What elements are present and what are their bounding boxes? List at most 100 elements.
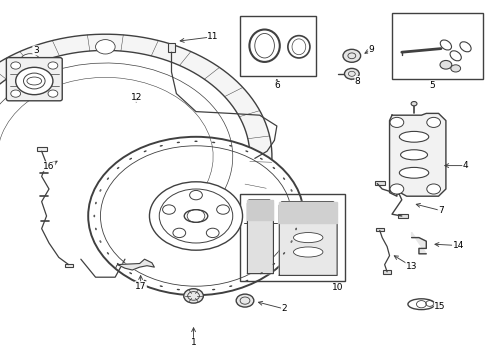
Circle shape [163,205,175,214]
Ellipse shape [130,158,132,159]
Circle shape [411,102,417,106]
Ellipse shape [100,190,101,192]
Ellipse shape [94,215,95,217]
Ellipse shape [273,167,275,169]
Circle shape [427,184,441,194]
Ellipse shape [177,289,180,290]
Ellipse shape [399,167,429,178]
Bar [65,264,73,267]
Text: 4: 4 [463,161,468,170]
Ellipse shape [273,263,275,265]
Ellipse shape [117,263,119,265]
Ellipse shape [297,215,298,217]
Text: 12: 12 [130,93,142,102]
Ellipse shape [160,286,163,287]
Circle shape [190,190,202,200]
Ellipse shape [195,290,197,291]
Ellipse shape [212,289,215,290]
Polygon shape [118,259,154,270]
Circle shape [236,294,254,307]
Ellipse shape [160,145,163,146]
Circle shape [16,67,53,95]
Circle shape [88,137,304,295]
Ellipse shape [295,202,296,204]
Polygon shape [390,113,446,196]
Circle shape [440,60,452,69]
Polygon shape [279,202,337,223]
Circle shape [48,90,58,97]
Ellipse shape [177,142,180,143]
Circle shape [344,68,359,79]
Ellipse shape [184,210,208,222]
Circle shape [159,189,233,243]
Ellipse shape [144,151,147,152]
Bar [383,270,391,274]
Circle shape [96,40,115,54]
Bar [240,194,345,281]
Ellipse shape [294,233,323,243]
FancyBboxPatch shape [6,58,62,101]
Ellipse shape [291,190,292,192]
Text: 11: 11 [207,32,219,41]
Bar [398,214,408,218]
Ellipse shape [283,252,285,254]
Circle shape [390,117,404,127]
Circle shape [343,49,361,62]
Ellipse shape [245,151,248,152]
Ellipse shape [100,240,101,242]
Bar [376,228,384,231]
Ellipse shape [260,158,262,159]
Polygon shape [247,200,273,220]
Text: 14: 14 [452,241,464,250]
Circle shape [173,228,186,238]
Ellipse shape [229,145,232,146]
Text: 7: 7 [438,206,444,215]
Circle shape [21,54,40,68]
Circle shape [427,117,441,127]
Ellipse shape [245,280,248,281]
Bar [168,43,175,52]
Text: 8: 8 [355,77,361,85]
Ellipse shape [294,247,323,257]
Text: 15: 15 [434,302,446,311]
Text: 3: 3 [33,46,39,55]
Ellipse shape [195,141,197,142]
Ellipse shape [130,273,132,274]
Ellipse shape [399,131,429,142]
Circle shape [390,184,404,194]
Circle shape [48,62,58,69]
Polygon shape [279,202,337,275]
Bar [375,181,385,185]
Text: 10: 10 [332,284,344,292]
Ellipse shape [229,286,232,287]
Ellipse shape [283,178,285,180]
Text: 13: 13 [406,262,417,271]
Polygon shape [247,200,273,274]
Text: 16: 16 [43,162,55,171]
Bar [392,13,483,79]
Circle shape [149,182,243,250]
Polygon shape [0,34,272,227]
Ellipse shape [260,273,262,274]
Text: 9: 9 [368,45,374,54]
Bar [240,16,316,76]
Ellipse shape [96,228,97,230]
Circle shape [11,62,21,69]
Ellipse shape [212,142,215,143]
Polygon shape [412,232,426,254]
Ellipse shape [107,252,109,254]
Text: 1: 1 [191,338,196,347]
Circle shape [11,90,21,97]
Circle shape [217,205,229,214]
Text: 6: 6 [274,81,280,90]
Ellipse shape [295,228,296,230]
Ellipse shape [117,167,119,169]
Circle shape [451,65,461,72]
Ellipse shape [144,280,147,281]
Text: 5: 5 [429,81,435,90]
Ellipse shape [107,178,109,180]
Text: 17: 17 [135,282,147,291]
Ellipse shape [400,150,427,160]
Bar [37,147,47,151]
Ellipse shape [96,202,97,204]
